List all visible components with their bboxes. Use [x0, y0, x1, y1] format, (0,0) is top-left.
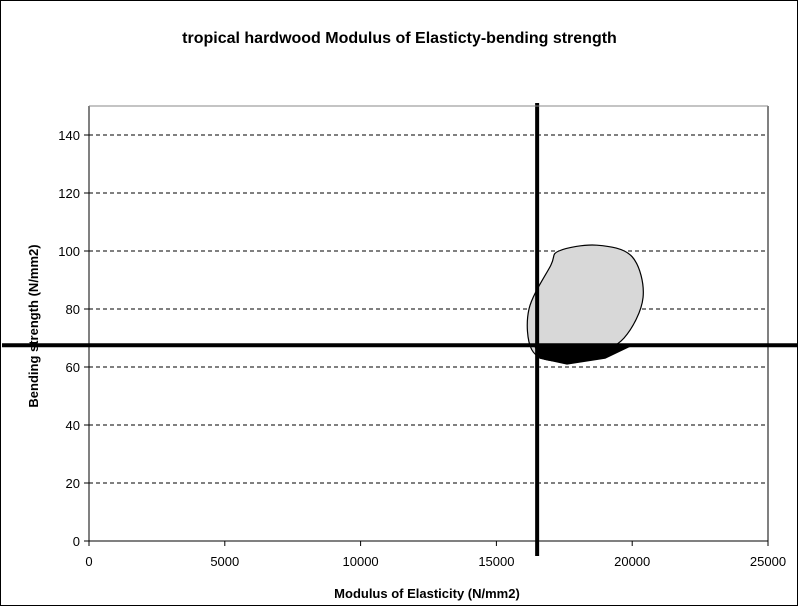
x-axis-title: Modulus of Elasticity (N/mm2) — [334, 586, 520, 601]
x-tick-label: 0 — [85, 554, 92, 569]
y-tick-label: 60 — [66, 360, 80, 375]
x-tick-label: 15000 — [478, 554, 514, 569]
x-tick-label: 10000 — [343, 554, 379, 569]
y-tick-label: 0 — [73, 534, 80, 549]
data-region-ellipse — [526, 244, 644, 362]
y-tick-label: 40 — [66, 418, 80, 433]
y-axis-title: Bending strength (N/mm2) — [26, 244, 41, 407]
x-tick-label: 25000 — [750, 554, 786, 569]
y-tick-label: 140 — [58, 128, 80, 143]
chart-title: tropical hardwood Modulus of Elasticty-b… — [182, 30, 617, 47]
x-tick-label: 5000 — [210, 554, 239, 569]
data-region-segment — [533, 344, 633, 365]
y-tick-label: 20 — [66, 476, 80, 491]
x-tick-label: 20000 — [614, 554, 650, 569]
y-tick-label: 120 — [58, 186, 80, 201]
y-tick-label: 80 — [66, 302, 80, 317]
y-tick-label: 100 — [58, 244, 80, 259]
